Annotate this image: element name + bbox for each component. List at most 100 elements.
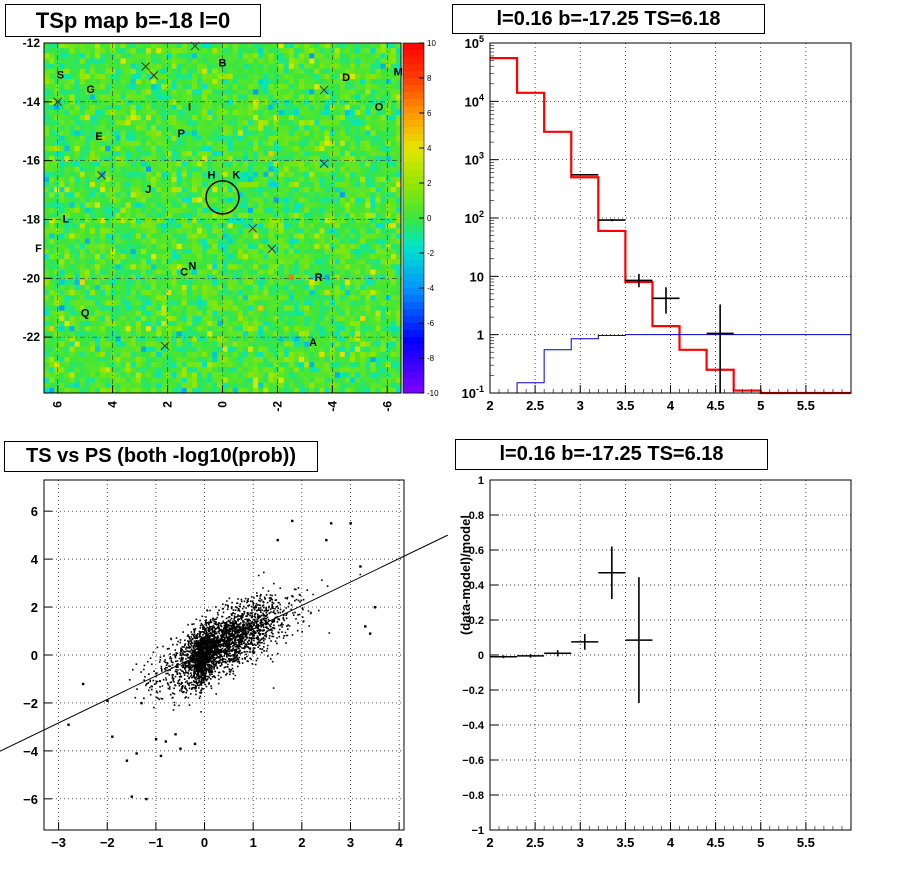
map-pixel [293,305,300,312]
map-pixel [207,120,213,126]
map-pixel [135,125,142,131]
map-pixel [263,109,269,116]
map-pixel [156,351,162,358]
map-pixel [207,269,213,276]
map-pixel [166,140,172,147]
map-pixel [258,84,264,90]
map-pixel [293,68,300,75]
map-pixel [49,120,55,126]
map-pixel [74,223,81,229]
map-pixel [237,99,244,106]
map-pixel [222,151,228,157]
map-pixel [95,259,101,265]
map-pixel [89,58,96,64]
map-pixel [44,269,50,276]
map-pixel [120,233,126,239]
map-pixel [135,269,142,276]
map-pixel [232,300,239,306]
map-pixel [176,43,183,49]
map-pixel [242,84,249,90]
map-pixel [191,161,198,167]
map-pixel [181,53,188,59]
map-pixel [293,336,300,342]
map-pixel [64,269,70,276]
map-pixel [54,290,60,296]
map-pixel [390,284,397,291]
map-pixel [171,151,177,157]
map-pixel [212,382,218,389]
map-pixel [161,218,167,224]
map-pixel [202,279,208,286]
map-pixel [375,248,381,255]
map-pixel [380,238,387,245]
map-pixel [242,305,249,312]
map-pixel [166,367,172,373]
map-pixel [181,156,188,162]
map-pixel [84,223,91,229]
map-pixel [217,161,223,167]
map-pixel [253,43,259,49]
map-pixel [293,372,300,378]
map-pixel [74,290,81,296]
map-pixel [232,223,239,229]
map-pixel [334,367,341,373]
map-pixel [350,238,356,245]
map-pixel [299,387,305,394]
map-pixel [176,351,183,358]
map-pixel [324,53,330,59]
map-pixel [84,367,91,373]
map-pixel [263,218,269,224]
map-pixel [186,356,193,363]
map-pixel [304,233,310,239]
map-pixel [151,43,157,49]
map-pixel [74,145,81,152]
map-pixel [79,99,86,106]
map-pixel [69,331,75,337]
map-pixel [156,310,162,317]
map-pixel [100,151,106,157]
colorbar-tick-label: -8 [427,354,435,363]
map-pixel [166,212,172,219]
map-pixel [212,238,218,245]
map-pixel [319,326,325,332]
map-pixel [237,187,244,193]
map-pixel [49,387,55,394]
map-pixel [258,115,264,121]
map-pixel [120,228,126,234]
map-pixel [278,192,285,198]
map-pixel [319,166,325,173]
map-pixel [253,290,259,296]
map-pixel [125,300,132,306]
map-pixel [232,104,239,111]
map-pixel [84,300,91,306]
map-pixel [146,73,152,80]
map-pixel [380,346,387,353]
map-pixel [288,63,295,70]
map-pixel [304,192,310,198]
map-pixel [202,315,208,322]
map-pixel [135,135,142,142]
map-pixel [115,89,121,95]
map-pixel [84,295,91,301]
map-pixel [135,192,142,198]
map-pixel [166,295,172,301]
map-pixel [395,181,402,188]
map-pixel [44,145,50,152]
map-pixel [166,79,172,85]
map-pixel [324,176,330,183]
map-pixel [283,315,290,322]
map-pixel [288,94,295,101]
map-pixel [222,279,228,286]
map-pixel [100,161,106,167]
map-pixel [49,295,55,301]
map-pixel [299,259,305,265]
map-pixel [176,372,183,378]
map-pixel [69,94,75,101]
map-pixel [74,58,81,64]
map-pixel [69,362,75,368]
map-pixel [390,125,397,131]
map-pixel [191,346,198,353]
map-pixel [237,63,244,70]
map-pixel [395,274,402,281]
map-pixel [380,151,387,157]
